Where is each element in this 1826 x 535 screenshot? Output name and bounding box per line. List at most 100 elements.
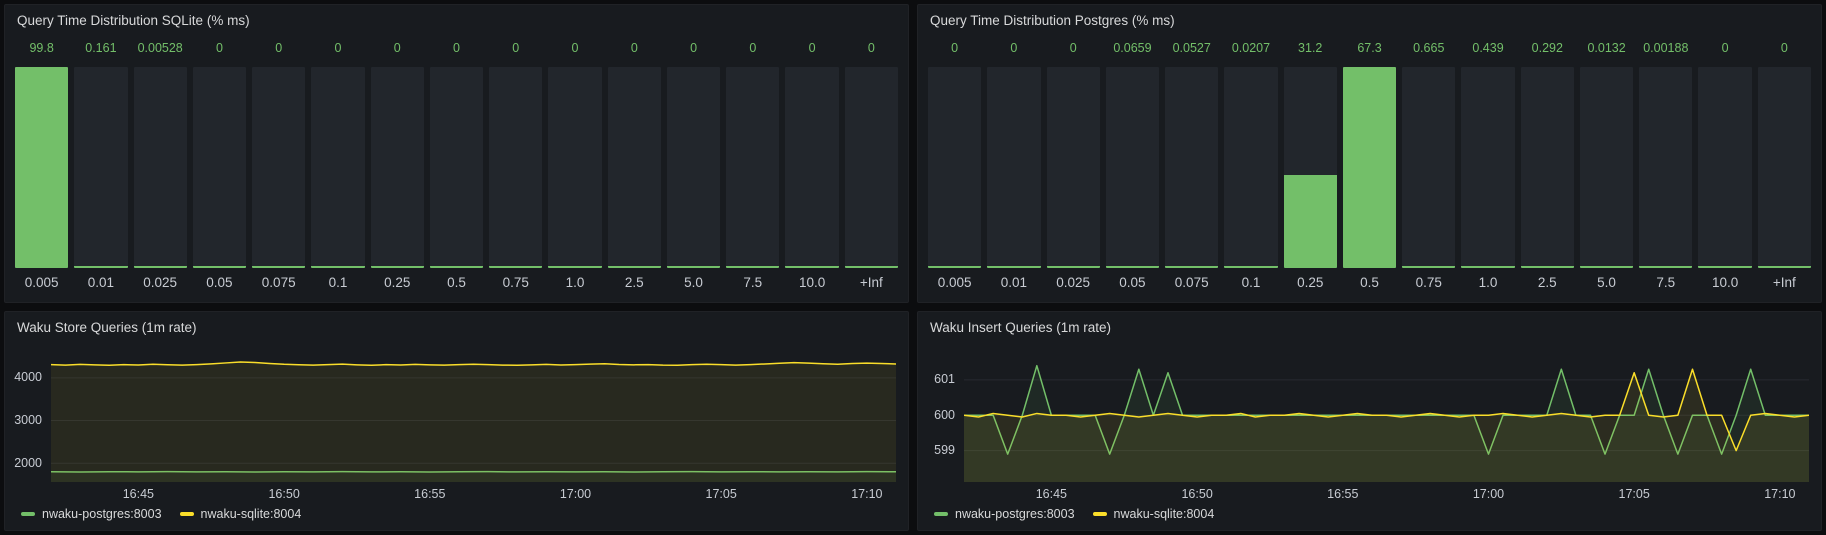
bucket-bar-fill: [1283, 174, 1337, 268]
bucket-bar-fill: [1579, 266, 1634, 268]
bucket-value-label: 0: [1010, 40, 1018, 55]
bucket-value-label: 0: [215, 40, 223, 55]
histogram-bucket: 0.00188 7.5: [1639, 41, 1693, 294]
bucket-bar[interactable]: [192, 66, 247, 268]
axis-spacer: [918, 482, 964, 504]
bucket-axis-label: 0.025: [1056, 275, 1091, 290]
panel-title-sqlite[interactable]: Query Time Distribution SQLite (% ms): [17, 13, 250, 28]
histogram-bucket: 67.3 0.5: [1342, 41, 1397, 294]
bucket-value-label: 0.161: [85, 40, 117, 55]
bucket-bar[interactable]: [252, 66, 306, 268]
y-axis-tick-label: 4000: [14, 370, 42, 385]
plot-area[interactable]: [964, 348, 1809, 482]
bucket-bar-fill: [1757, 266, 1811, 268]
bucket-bar[interactable]: [666, 66, 721, 268]
bucket-bar[interactable]: [1105, 66, 1160, 268]
plot-area[interactable]: [51, 348, 896, 482]
histogram-bucket: 0.292 2.5: [1520, 40, 1574, 294]
y-axis: 599 600 601: [918, 348, 964, 482]
bucket-bar[interactable]: [489, 66, 543, 268]
bucket-bar[interactable]: [1639, 66, 1693, 268]
legend-item[interactable]: nwaku-postgres:8003: [934, 507, 1075, 521]
bucket-bar[interactable]: [311, 66, 365, 268]
bucket-bar[interactable]: [370, 66, 424, 268]
bucket-bar[interactable]: [1579, 66, 1634, 268]
bucket-value-label: 0.0207: [1231, 40, 1271, 55]
bucket-bar[interactable]: [1046, 66, 1100, 268]
x-axis-tick-label: 16:45: [122, 487, 154, 501]
bucket-bar-fill: [548, 266, 602, 268]
histogram-bucket: 31.2 0.25: [1283, 41, 1337, 294]
bucket-bar[interactable]: [1402, 66, 1456, 268]
timeseries-insert-queries: 599 600 601 16:45 16:50 16:55 17:00 17:05 17:10…: [918, 340, 1821, 530]
bucket-bar[interactable]: [1165, 66, 1219, 268]
bucket-value-label: 0: [951, 40, 959, 55]
bucket-bar[interactable]: [1520, 66, 1574, 268]
bucket-value-label: 0: [1780, 40, 1788, 55]
histogram-bucket: 0.665 0.75: [1402, 41, 1456, 294]
legend: nwaku-postgres:8003 nwaku-sqlite:8004: [918, 504, 1809, 528]
x-axis-tick-label: 17:10: [1764, 487, 1796, 501]
histogram-bucket: 99.8 0.005: [15, 41, 69, 294]
bucket-bar-fill: [74, 266, 128, 268]
bucket-bar[interactable]: [928, 66, 982, 268]
bucket-bar[interactable]: [785, 66, 839, 268]
bucket-bar-fill: [429, 266, 484, 268]
chart-canvas: [964, 348, 1809, 482]
panel-title-postgres[interactable]: Query Time Distribution Postgres (% ms): [930, 13, 1175, 28]
chart-canvas: [51, 348, 896, 482]
bucket-bar[interactable]: [429, 66, 484, 268]
legend-series-label: nwaku-sqlite:8004: [200, 507, 302, 521]
panel-title-insert-queries[interactable]: Waku Insert Queries (1m rate): [930, 320, 1112, 335]
bucket-axis-label: 0.1: [1241, 275, 1261, 290]
panel-title-store-queries[interactable]: Waku Store Queries (1m rate): [17, 320, 197, 335]
bucket-bar[interactable]: [548, 66, 602, 268]
bucket-bar[interactable]: [726, 66, 780, 268]
bucket-bar-fill: [785, 266, 839, 268]
bucket-axis-label: 10.0: [798, 275, 826, 290]
bucket-bar[interactable]: [1698, 66, 1752, 268]
bucket-bar-fill: [987, 266, 1041, 268]
bucket-bar[interactable]: [74, 66, 128, 268]
bucket-bar[interactable]: [1342, 66, 1397, 268]
bucket-bar-fill: [370, 266, 424, 268]
bucket-bar-fill: [666, 266, 721, 268]
x-axis-tick-label: 17:00: [1472, 487, 1505, 501]
y-axis-tick-label: 600: [934, 407, 955, 422]
histogram-bucket: 0.0527 0.075: [1165, 41, 1219, 294]
bucket-value-label: 0: [334, 40, 342, 55]
bucket-axis-label: 7.5: [1656, 275, 1676, 290]
bucket-bar[interactable]: [987, 66, 1041, 268]
bucket-bar[interactable]: [1224, 66, 1278, 268]
bucket-bar[interactable]: [133, 66, 187, 268]
bucket-axis-label: 0.05: [206, 275, 233, 290]
legend-item[interactable]: nwaku-sqlite:8004: [1092, 507, 1215, 521]
bucket-axis-label: 0.25: [384, 275, 411, 290]
bucket-value-label: 0: [630, 40, 638, 55]
x-axis-tick-label: 17:00: [559, 487, 592, 501]
bucket-bar[interactable]: [844, 66, 898, 268]
legend-item[interactable]: nwaku-sqlite:8004: [179, 507, 302, 521]
bucket-bar[interactable]: [607, 66, 661, 268]
bucket-bar[interactable]: [15, 66, 69, 268]
histogram-bucket: 0.00528 0.025: [133, 41, 187, 294]
bucket-bar-fill: [607, 266, 661, 268]
legend-series-label: nwaku-sqlite:8004: [1113, 507, 1215, 521]
panel-query-time-postgres: Query Time Distribution Postgres (% ms) …: [917, 4, 1822, 303]
bucket-bar[interactable]: [1757, 66, 1811, 268]
bucket-value-label: 0: [749, 40, 757, 55]
bucket-value-label: 0.292: [1531, 40, 1563, 55]
bucket-bar-fill: [1698, 266, 1752, 268]
panel-query-time-sqlite: Query Time Distribution SQLite (% ms) 99…: [4, 4, 909, 303]
bucket-value-label: 0.439: [1472, 40, 1504, 55]
bucket-bar[interactable]: [1283, 66, 1337, 268]
bucket-value-label: 0: [571, 40, 579, 55]
bucket-bar[interactable]: [1461, 66, 1515, 268]
bucket-bar-fill: [844, 266, 898, 268]
legend-series-swatch: [21, 512, 35, 516]
panel-waku-store-queries: Waku Store Queries (1m rate) 2000 3000 400…: [4, 311, 909, 531]
legend-series-label: nwaku-postgres:8003: [955, 507, 1075, 521]
y-axis-tick-label: 2000: [14, 455, 42, 470]
bucket-bar-fill: [1461, 266, 1515, 268]
legend-item[interactable]: nwaku-postgres:8003: [21, 507, 162, 521]
